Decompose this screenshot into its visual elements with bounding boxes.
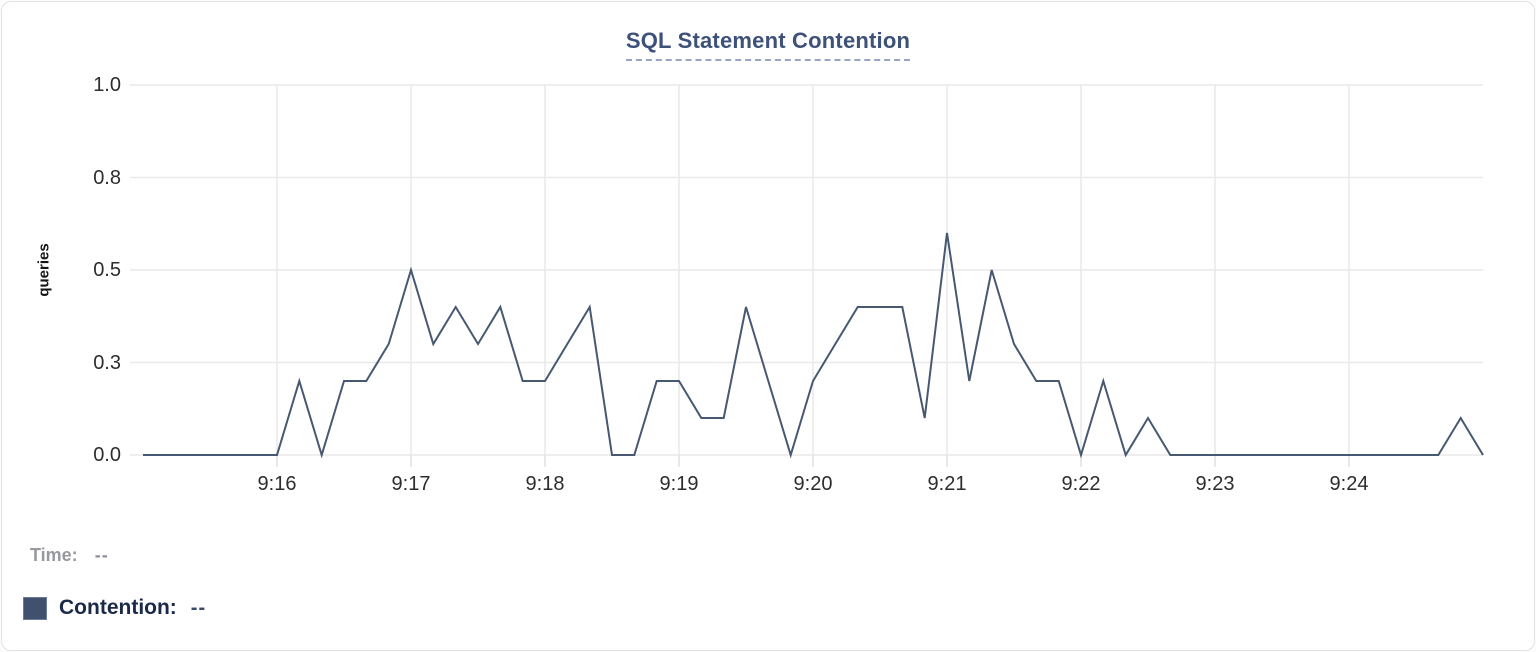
- tooltip-time-value: --: [94, 545, 109, 565]
- y-tick-label: 0.3: [93, 351, 121, 374]
- x-tick-label: 9:23: [1195, 473, 1235, 495]
- y-tick-label: 0.0: [93, 444, 121, 466]
- tooltip-time-label: Time:: [30, 545, 78, 565]
- x-tick-label: 9:16: [257, 473, 297, 495]
- y-tick-label: 0.8: [93, 166, 121, 189]
- tooltip-contention-value: --: [190, 596, 207, 619]
- contention-series-swatch: [23, 596, 47, 620]
- chart-header: SQL Statement Contention: [2, 28, 1534, 61]
- x-tick-label: 9:22: [1061, 473, 1101, 495]
- x-tick-label: 9:21: [927, 473, 967, 495]
- x-tick-label: 9:20: [793, 473, 833, 495]
- chart-title[interactable]: SQL Statement Contention: [625, 28, 911, 61]
- tooltip-series-row: Contention: --: [23, 596, 206, 620]
- y-tick-label: 1.0: [93, 74, 121, 96]
- x-tick-label: 9:19: [659, 473, 699, 495]
- y-tick-label: 0.5: [93, 259, 121, 281]
- x-tick-label: 9:24: [1329, 473, 1369, 495]
- plot-area[interactable]: [130, 85, 1483, 455]
- x-tick-label: 9:18: [525, 473, 565, 495]
- tooltip-time-row: Time: --: [30, 545, 109, 566]
- x-tick-label: 9:17: [391, 473, 431, 495]
- contention-series-line: [143, 232, 1484, 459]
- tooltip-contention-label: Contention:: [59, 596, 177, 619]
